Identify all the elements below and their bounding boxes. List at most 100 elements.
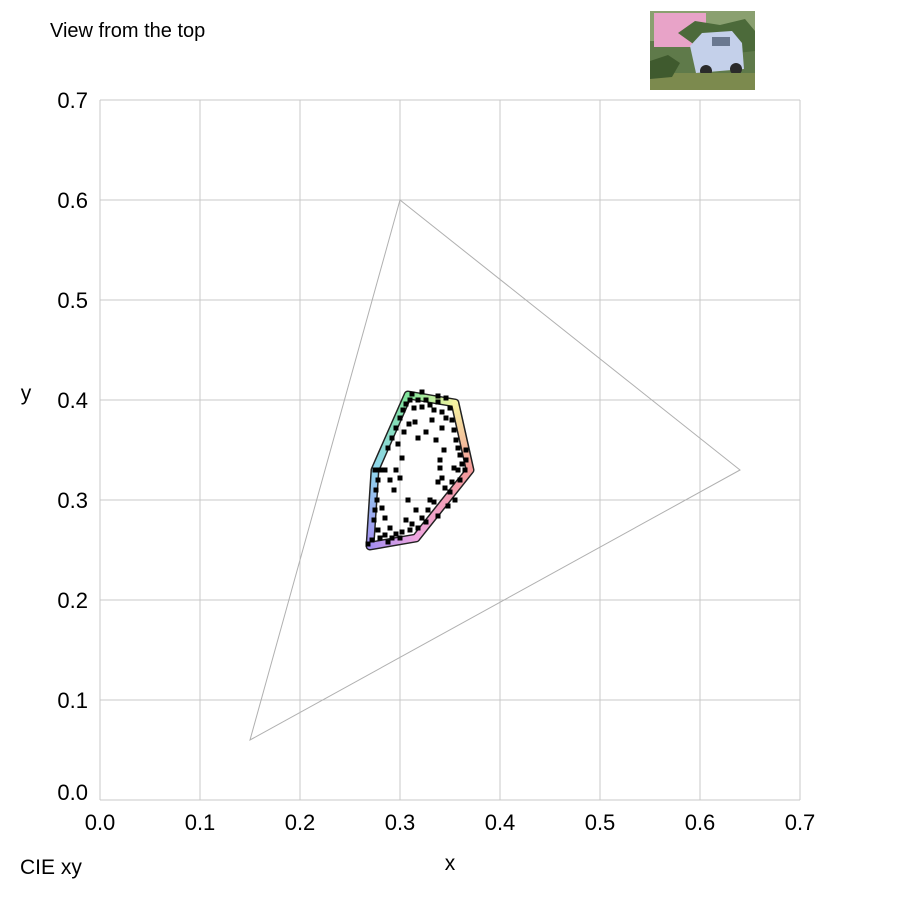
data-point [455,445,461,451]
y-tick-label: 0.5 [57,288,88,313]
data-point [400,407,406,413]
y-tick-label: 0.1 [57,688,88,713]
data-point [419,404,425,410]
data-point [429,417,435,423]
x-tick-label: 0.0 [85,810,116,835]
data-point [407,527,413,533]
data-point [423,397,429,403]
x-tick-label: 0.4 [485,810,516,835]
data-point [423,429,429,435]
y-tick-label: 0.3 [57,488,88,513]
y-tick-label: 0.0 [57,780,88,805]
data-point [379,505,385,511]
data-point [443,415,449,421]
data-point [463,447,469,453]
data-point [423,519,429,525]
data-point [391,487,397,493]
data-point [387,525,393,531]
data-point [457,477,463,483]
data-point [457,452,463,458]
data-point [442,485,448,491]
gamut-triangle-outline [249,199,741,742]
data-point [415,435,421,441]
data-point [409,391,415,397]
data-point [437,465,443,471]
x-tick-label: 0.3 [385,810,416,835]
data-point [439,409,445,415]
y-tick-label: 0.4 [57,388,88,413]
data-point [419,515,425,521]
data-point [452,497,458,503]
data-point [447,405,453,411]
x-tick-label: 0.6 [685,810,716,835]
data-point [399,529,405,535]
data-point [389,435,395,441]
data-point [373,487,379,493]
data-point [385,445,391,451]
data-point [382,467,388,473]
data-point [439,475,445,481]
data-point [405,497,411,503]
data-point [431,499,437,505]
data-points [365,389,469,547]
data-point [427,402,433,408]
x-tick-label: 0.5 [585,810,616,835]
view-title: View from the top [50,20,206,42]
hull-segment [367,535,419,549]
source-image-thumbnail [650,11,755,90]
gamut-triangle [249,199,741,742]
data-point [375,527,381,533]
data-point [403,517,409,523]
data-point [399,455,405,461]
data-point [427,497,433,503]
data-point [375,477,381,483]
data-point [382,515,388,521]
data-point [415,397,421,403]
data-point [443,395,449,401]
data-point [449,479,455,485]
data-point [439,425,445,431]
data-point [393,531,399,537]
data-point [453,437,459,443]
data-point [393,467,399,473]
data-point [437,457,443,463]
data-point [406,421,412,427]
data-point [377,467,383,473]
data-point [455,467,461,473]
data-point [451,427,457,433]
data-point [377,535,383,541]
data-point [369,537,375,543]
data-point [393,425,399,431]
data-point [435,479,441,485]
data-point [451,465,457,471]
data-point [449,417,455,423]
data-point [395,441,401,447]
data-point [397,475,403,481]
data-point [441,447,447,453]
y-tick-label: 0.2 [57,588,88,613]
data-point [447,489,453,495]
x-tick-label: 0.7 [785,810,816,835]
data-point [387,477,393,483]
data-point [412,419,418,425]
color-space-label: CIE xy [20,856,82,879]
data-point [419,389,425,395]
data-point [382,532,388,538]
y-tick-labels: 0.0 0.1 0.2 0.3 0.4 0.5 0.6 0.7 [57,88,88,805]
y-tick-label: 0.6 [57,188,88,213]
data-point [397,415,403,421]
data-point [433,437,439,443]
data-point [459,461,465,467]
data-point [403,401,409,407]
data-point [463,457,469,463]
data-point [409,521,415,527]
x-axis-label: x [445,852,456,875]
data-point [462,467,468,473]
data-point [372,507,378,513]
data-point [435,393,441,399]
data-point [401,429,407,435]
data-point [411,405,417,411]
y-axis-label: y [21,382,32,405]
data-point [431,407,437,413]
